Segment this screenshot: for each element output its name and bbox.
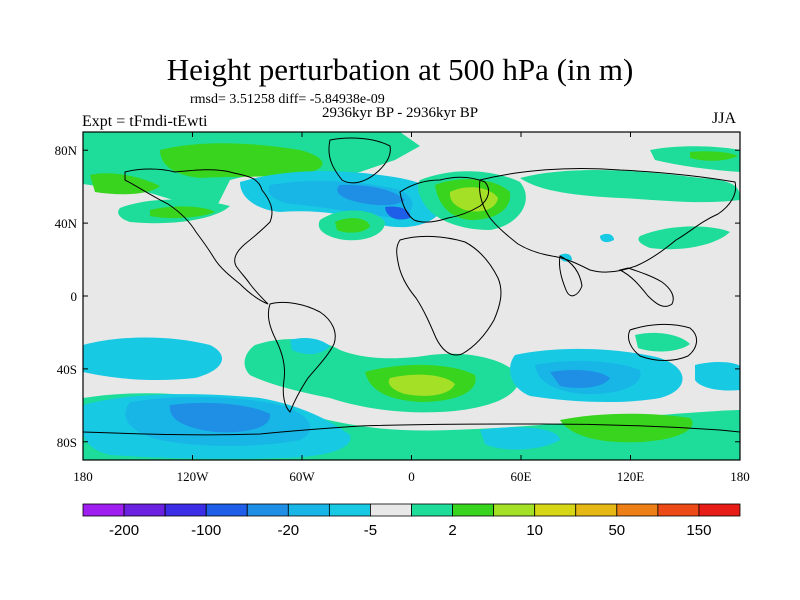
x-tick-label: 180: [730, 469, 750, 484]
colorbar-swatch: [205, 503, 248, 517]
colorbar-swatch: [616, 503, 659, 517]
colorbar-swatch: [411, 503, 453, 517]
contour-asia-positive: [520, 170, 740, 203]
y-tick-label: 40N: [55, 216, 78, 231]
y-tick-label: 40S: [57, 362, 77, 377]
contour-east-asia-negative-2: [600, 233, 614, 243]
contour-atlantic-negative-core: [337, 184, 405, 206]
colorbar-label: -200: [109, 522, 139, 539]
colorbar-label: -20: [277, 522, 299, 539]
y-tick-label: 80N: [55, 143, 78, 158]
map-title: Height perturbation at 500 hPa (in m): [166, 52, 634, 87]
contour-pacific-positive-inner: [150, 206, 215, 219]
contour-south-pacific-east-negative: [695, 362, 740, 391]
coastline-australia: [627, 323, 697, 361]
contour-antarctic-negative-core: [169, 402, 271, 433]
x-tick-label: 0: [408, 469, 415, 484]
colorbar-label: -5: [364, 522, 377, 539]
contour-fill-layer: [83, 132, 740, 460]
coastline-greenland: [328, 137, 391, 184]
coastline-india: [559, 255, 583, 297]
x-tick-label: 60E: [511, 469, 532, 484]
colorbar-swatch: [123, 503, 166, 517]
contour-south-america-negative: [290, 338, 330, 355]
colorbar-label: 10: [526, 522, 543, 539]
colorbar-label: 50: [608, 522, 625, 539]
colorbar-swatch: [452, 503, 495, 517]
colorbar: -200 -100 -20 -5 2 10 50 150: [82, 503, 741, 539]
colorbar-swatch: [534, 503, 577, 517]
colorbar-swatch: [328, 503, 371, 517]
contour-europe-positive-core: [449, 187, 498, 212]
colorbar-swatch: [287, 503, 330, 517]
contour-atlantic-negative-deep: [385, 206, 411, 220]
colorbar-swatch: [246, 503, 289, 517]
x-tick-label: 120E: [617, 469, 645, 484]
y-tick-label: 80S: [57, 435, 77, 450]
rmsd-diff-stats: rmsd= 3.51258 diff= -5.84938e-09: [190, 92, 385, 107]
colorbar-swatch: [657, 503, 700, 517]
coastline-layer: [83, 137, 740, 436]
contour-north-pacific-positive-inner: [690, 151, 738, 161]
experiment-label: Expt = tFmdi-tEwti: [82, 113, 208, 130]
contour-midatlantic-positive-inner: [335, 218, 370, 233]
colorbar-swatch: [575, 503, 618, 517]
coastline-antarctica: [83, 423, 740, 436]
colorbar-label: -100: [191, 522, 221, 539]
season-label: JJA: [712, 110, 737, 127]
y-axis-ticks: 80N 40N 0 40S 80S: [55, 143, 740, 450]
contour-north-america-positive: [90, 173, 160, 195]
x-tick-label: 180: [73, 469, 93, 484]
x-tick-label: 120W: [177, 469, 210, 484]
coastline-north-america: [124, 168, 273, 305]
colorbar-label: 150: [686, 522, 711, 539]
x-tick-label: 60W: [289, 469, 315, 484]
contour-australia-positive: [635, 332, 690, 352]
coastline-europe: [399, 176, 490, 223]
coastline-southeast-asia: [618, 267, 674, 307]
contour-south-pacific-negative: [83, 337, 222, 381]
period-label: 2936kyr BP - 2936kyr BP: [322, 105, 479, 121]
coastline-asia: [479, 167, 737, 273]
contour-indian-ocean-negative-core: [550, 370, 610, 388]
contour-antarctic-east-negative: [480, 427, 560, 450]
contour-east-asia-negative: [560, 253, 572, 262]
colorbar-swatch: [370, 503, 412, 517]
colorbar-swatch: [493, 503, 536, 517]
coastline-south-america: [267, 301, 336, 413]
coastline-africa: [396, 235, 502, 356]
x-axis-ticks: 180 120W 60W 0 60E 120E 180: [73, 132, 750, 484]
colorbar-swatch: [164, 503, 207, 517]
colorbar-label: 2: [448, 522, 456, 539]
contour-south-atlantic-positive-core: [388, 374, 455, 396]
contour-antarctic-east-positive-core: [560, 413, 693, 443]
y-tick-label: 0: [71, 289, 78, 304]
colorbar-swatch: [82, 503, 125, 517]
contour-arctic-positive-inner: [160, 143, 323, 178]
colorbar-swatch: [698, 503, 741, 517]
contour-west-pacific-positive: [638, 226, 730, 250]
